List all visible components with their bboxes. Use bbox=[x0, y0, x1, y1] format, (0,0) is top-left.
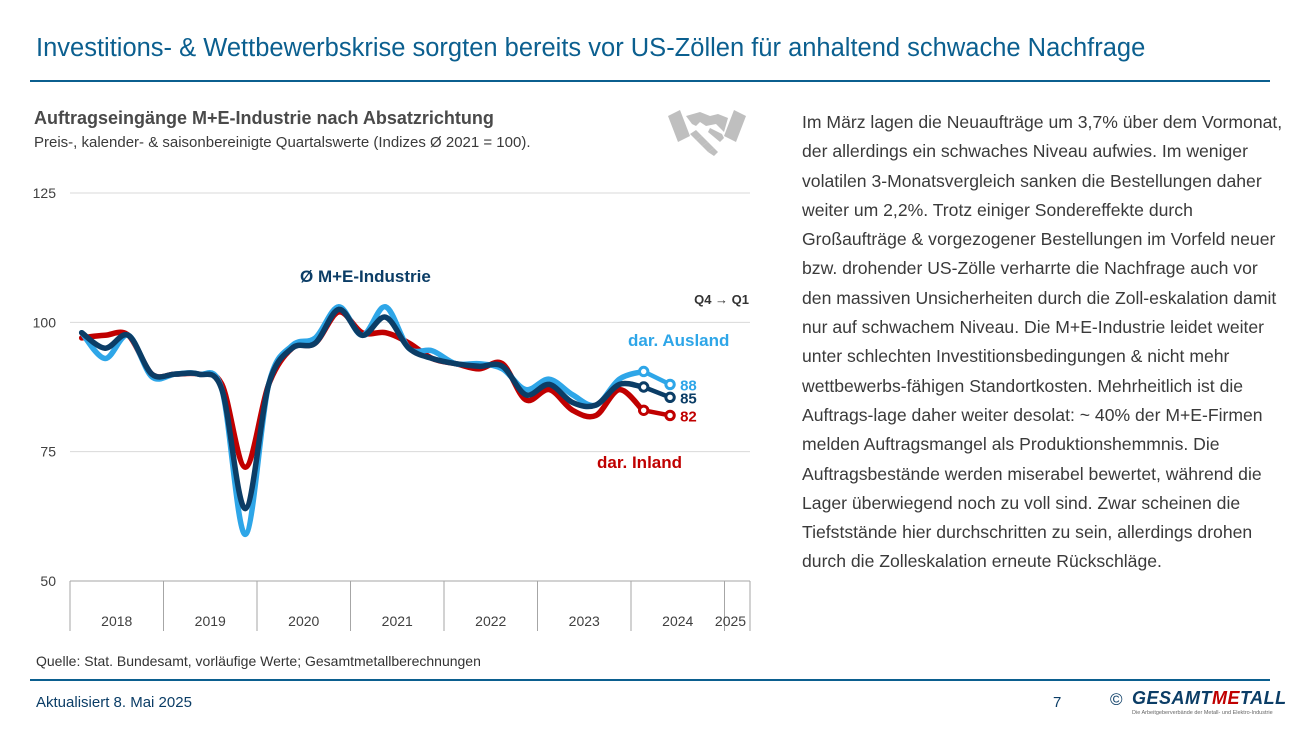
title-underline bbox=[30, 80, 1270, 82]
handshake-icon bbox=[668, 110, 746, 156]
end-value-label-inland: 82 bbox=[680, 408, 697, 425]
series-marker-inland-q1 bbox=[664, 409, 676, 422]
x-tick-label-2021: 2021 bbox=[382, 613, 413, 629]
series-marker-me_avg-q1 bbox=[664, 391, 676, 404]
end-value-label-me_avg: 85 bbox=[680, 390, 697, 407]
x-tick-label-2024: 2024 bbox=[662, 613, 693, 629]
updated-date: Aktualisiert 8. Mai 2025 bbox=[36, 694, 192, 711]
x-tick-label-2020: 2020 bbox=[288, 613, 319, 629]
page-title: Investitions- & Wettbewerbskrise sorgten… bbox=[36, 34, 1146, 62]
x-tick-label-2018: 2018 bbox=[101, 613, 132, 629]
y-tick-label: 75 bbox=[40, 444, 56, 460]
y-tick-label: 50 bbox=[40, 573, 56, 589]
q4-q1-annotation: Q4 → Q1 bbox=[694, 292, 749, 307]
series-label-me_avg: Ø M+E-Industrie bbox=[300, 267, 431, 286]
x-tick-label-2025: 2025 bbox=[715, 613, 746, 629]
body-text: Im März lagen die Neuaufträge um 3,7% üb… bbox=[802, 112, 1283, 572]
series-marker-ausland-q4 bbox=[637, 365, 650, 378]
y-tick-label: 100 bbox=[33, 314, 57, 330]
series-marker-ausland-q1 bbox=[664, 378, 676, 391]
series-label-ausland: dar. Ausland bbox=[628, 331, 729, 350]
x-tick-label-2023: 2023 bbox=[569, 613, 600, 629]
series-label-inland: dar. Inland bbox=[597, 453, 682, 472]
series-marker-inland-q4 bbox=[637, 404, 650, 416]
chart-source: Quelle: Stat. Bundesamt, vorläufige Wert… bbox=[36, 653, 481, 669]
y-tick-label: 125 bbox=[33, 185, 57, 201]
x-tick-label-2019: 2019 bbox=[195, 613, 226, 629]
end-value-label-ausland: 88 bbox=[680, 377, 697, 394]
chart-subtitle: Preis-, kalender- & saisonbereinigte Qua… bbox=[34, 134, 531, 151]
gesamtmetall-logo: GESAMTMETALL Die Arbeitgeberverbände der… bbox=[1132, 688, 1287, 716]
series-line-me_avg bbox=[78, 306, 646, 512]
copyright-icon: © bbox=[1110, 690, 1123, 709]
series-line-ausland bbox=[78, 304, 646, 538]
x-tick-label-2022: 2022 bbox=[475, 613, 506, 629]
chart-title: Auftragseingänge M+E-Industrie nach Absa… bbox=[34, 108, 494, 128]
page-number: 7 bbox=[1053, 694, 1062, 711]
footer-rule bbox=[30, 679, 1270, 681]
logo-tagline: Die Arbeitgeberverbände der Metall- und … bbox=[1132, 710, 1273, 716]
series-marker-me_avg-q4 bbox=[637, 381, 650, 393]
